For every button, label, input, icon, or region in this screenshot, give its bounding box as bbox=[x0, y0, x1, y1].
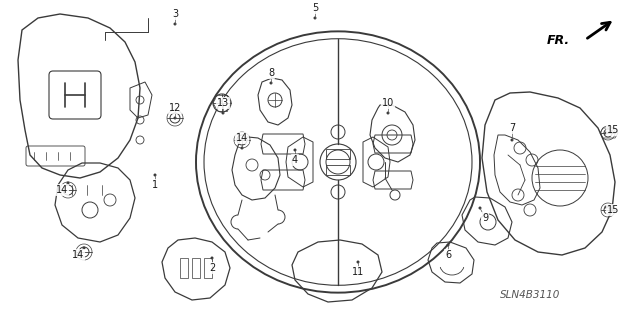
Circle shape bbox=[241, 146, 243, 150]
Text: 15: 15 bbox=[607, 125, 619, 135]
Circle shape bbox=[605, 205, 607, 209]
Circle shape bbox=[67, 182, 70, 184]
Text: 10: 10 bbox=[382, 98, 394, 108]
Circle shape bbox=[269, 81, 273, 85]
Circle shape bbox=[83, 247, 86, 249]
Text: 14: 14 bbox=[236, 133, 248, 143]
Circle shape bbox=[294, 149, 296, 152]
Text: 12: 12 bbox=[169, 103, 181, 113]
Text: 6: 6 bbox=[445, 250, 451, 260]
Text: 4: 4 bbox=[292, 155, 298, 165]
Text: 2: 2 bbox=[209, 263, 215, 273]
Text: FR.: FR. bbox=[547, 33, 570, 47]
Circle shape bbox=[314, 17, 317, 19]
Circle shape bbox=[211, 256, 214, 259]
Text: 13: 13 bbox=[217, 98, 229, 108]
Circle shape bbox=[479, 206, 481, 210]
Circle shape bbox=[173, 23, 177, 26]
Circle shape bbox=[154, 174, 157, 176]
Text: 9: 9 bbox=[482, 213, 488, 223]
Circle shape bbox=[511, 138, 513, 142]
Circle shape bbox=[605, 131, 607, 135]
Circle shape bbox=[447, 243, 449, 247]
Text: 7: 7 bbox=[509, 123, 515, 133]
Text: 3: 3 bbox=[172, 9, 178, 19]
Text: 5: 5 bbox=[312, 3, 318, 13]
Text: SLN4B3110: SLN4B3110 bbox=[500, 290, 560, 300]
Text: 1: 1 bbox=[152, 180, 158, 190]
Text: 8: 8 bbox=[268, 68, 274, 78]
Text: 15: 15 bbox=[607, 205, 619, 215]
Text: 14: 14 bbox=[56, 185, 68, 195]
Circle shape bbox=[356, 261, 360, 263]
Circle shape bbox=[221, 112, 225, 115]
Text: 14: 14 bbox=[72, 250, 84, 260]
Circle shape bbox=[173, 116, 177, 120]
Circle shape bbox=[387, 112, 390, 115]
Text: 11: 11 bbox=[352, 267, 364, 277]
